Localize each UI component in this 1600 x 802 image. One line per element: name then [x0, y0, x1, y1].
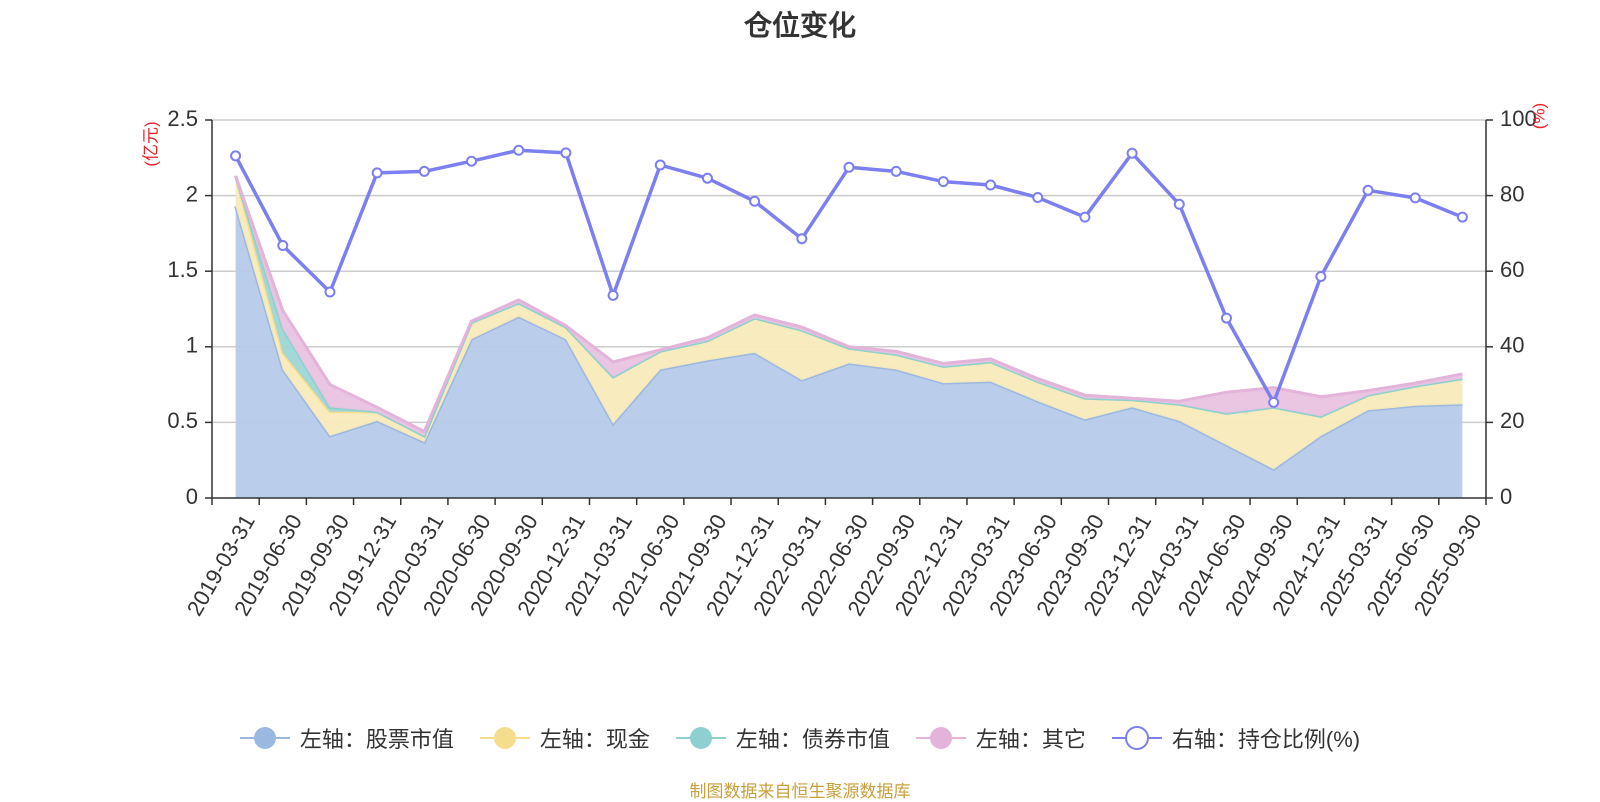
- right-tick-label: 100: [1500, 106, 1537, 131]
- stacked-area-1: [235, 175, 1463, 470]
- ratio-point: [466, 155, 478, 167]
- legend-item-bond[interactable]: 左轴：债券市值: [675, 722, 890, 754]
- ratio-point: [1173, 198, 1185, 210]
- ratio-point: [1032, 191, 1044, 203]
- left-axis-title: (亿元): [141, 121, 160, 166]
- ratio-point: [513, 144, 525, 156]
- legend-item-cash[interactable]: 左轴：现金: [479, 722, 650, 754]
- ratio-point: [1456, 211, 1468, 223]
- stacked-area-layer: [234, 175, 1463, 498]
- right-tick-label: 0: [1500, 484, 1512, 509]
- position-ratio-line-layer: [230, 144, 1468, 408]
- ratio-point: [1268, 396, 1280, 408]
- legend-item-ratio[interactable]: 右轴：持仓比例(%): [1111, 722, 1361, 754]
- ratio-point: [701, 172, 713, 184]
- legend-item-other[interactable]: 左轴：其它: [915, 722, 1086, 754]
- ratio-point: [1409, 192, 1421, 204]
- cash-series-swatch-icon: [479, 727, 530, 749]
- ratio-point: [890, 165, 902, 177]
- ratio-point: [1220, 312, 1232, 324]
- ratio-point: [277, 239, 289, 251]
- legend: 左轴：股票市值 左轴：现金 左轴：债券市值 左轴：其它 右轴：持仓比例(%): [0, 722, 1600, 754]
- ratio-point: [560, 147, 572, 159]
- right-tick-label: 60: [1500, 257, 1524, 282]
- ratio-point: [843, 161, 855, 173]
- ratio-point: [230, 150, 242, 162]
- right-tick-label: 20: [1500, 408, 1524, 433]
- ratio-point: [749, 195, 761, 207]
- ratio-point: [796, 233, 808, 245]
- legend-label-other: 左轴：其它: [975, 727, 1086, 752]
- bond-series-swatch-icon: [675, 727, 726, 749]
- legend-label-stock: 左轴：股票市值: [299, 727, 454, 752]
- ratio-point: [937, 176, 949, 188]
- left-tick-label: 1.5: [167, 257, 198, 282]
- left-tick-label: 0: [186, 484, 198, 509]
- ratio-point: [654, 159, 666, 171]
- legend-item-stock[interactable]: 左轴：股票市值: [239, 722, 454, 754]
- ratio-point: [985, 179, 997, 191]
- other-series-swatch-icon: [915, 727, 966, 749]
- legend-label-bond: 左轴：债券市值: [735, 727, 890, 752]
- left-tick-label: 2: [186, 181, 198, 206]
- ratio-point: [1079, 211, 1091, 223]
- ratio-point: [607, 289, 619, 301]
- legend-label-ratio: 右轴：持仓比例(%): [1171, 727, 1361, 752]
- left-tick-label: 2.5: [167, 106, 198, 131]
- source-note: 制图数据来自恒生聚源数据库: [689, 782, 911, 801]
- ratio-point: [1126, 147, 1138, 159]
- stacked-area-0: [235, 206, 1463, 498]
- right-axis-title: (%): [1529, 103, 1548, 129]
- stock-series-swatch-icon: [239, 727, 290, 749]
- legend-label-cash: 左轴：现金: [539, 727, 650, 752]
- ratio-point: [418, 165, 430, 177]
- right-tick-label: 80: [1500, 181, 1524, 206]
- ratio-point: [371, 167, 383, 179]
- ratio-point: [1315, 270, 1327, 282]
- left-tick-label: 0.5: [167, 408, 198, 433]
- left-tick-label: 1: [186, 333, 198, 358]
- ratio-series-swatch-icon: [1111, 726, 1162, 750]
- ratio-point: [1362, 184, 1374, 196]
- stacked-area-edge-3: [234, 175, 1463, 434]
- stacked-area-3: [235, 175, 1463, 436]
- ratio-point: [324, 286, 336, 298]
- right-tick-label: 40: [1500, 333, 1524, 358]
- chart-title: 仓位变化: [743, 10, 856, 41]
